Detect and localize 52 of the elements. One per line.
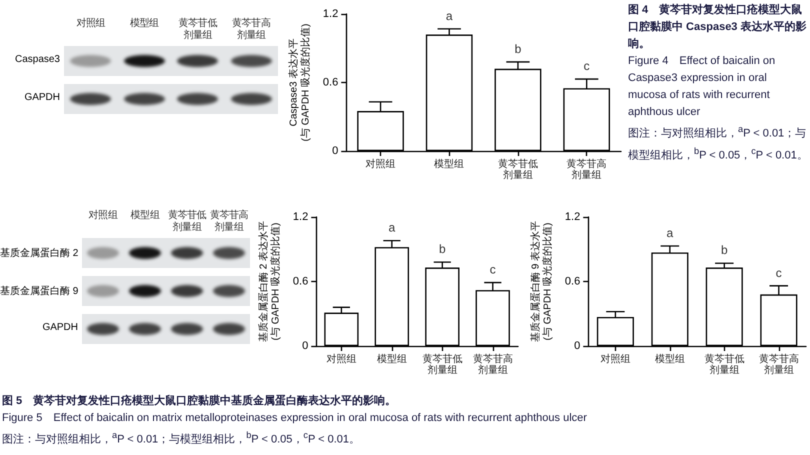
text: 黄芩苷高剂量组 — [208, 210, 250, 234]
y-axis-title: Caspase3 表达水平 (与 GAPDH 吸光度的比值) — [288, 24, 312, 142]
y-axis-title: 基质金属蛋白酶 2 表达水平 (与 GAPDH 吸光度的比值) — [258, 220, 282, 342]
y-tick-label: 1.2 — [292, 211, 308, 223]
caption: 图 5 黄芩苷对复发性口疮模型大鼠口腔黏膜中基质金属蛋白酶表达水平的影响。 — [2, 394, 398, 409]
caption: Figure 4 Effect of baicalin on Caspase3 expression in oral mucosa of rats with recurrent aphthous ulcer — [628, 54, 776, 120]
y-tick-label: 0.6 — [322, 76, 338, 88]
annotation: c — [490, 262, 496, 277]
x-tick-label: 黄芩苷低剂量组 — [422, 353, 462, 376]
annotation: b — [514, 42, 522, 56]
annotation: a — [446, 8, 453, 23]
text: 对照组 — [75, 18, 106, 30]
y-tick-label: 0.6 — [292, 276, 308, 288]
y-tick-label: 0 — [574, 340, 580, 352]
x-tick-label: 模型组 — [654, 353, 685, 365]
annotation: b — [720, 243, 728, 258]
text: 图注：与对照组相比，$^{a}$P < 0.01；与模型组相比，$^{b}$P < 0.05，$^{c}$P < 0.01。 — [2, 429, 362, 448]
text: GAPDH — [41, 322, 78, 333]
x-tick-label: 对照组 — [326, 353, 356, 365]
y-tick-label: 0.6 — [564, 276, 580, 288]
x-tick-label: 模型组 — [376, 353, 407, 365]
text: GAPDH — [23, 92, 60, 103]
x-tick-label: 模型组 — [434, 158, 464, 170]
y-tick-label: 0 — [332, 145, 338, 157]
caption: 图 4 黄芩苷对复发性口疮模型大鼠口腔黏膜中 Caspase3 表达水平的影响。 — [628, 2, 808, 52]
x-tick-label: 黄芩苷低剂量组 — [704, 353, 744, 376]
annotation: a — [666, 226, 674, 240]
text: 黄芩苷低剂量组 — [166, 210, 208, 234]
text: 黄芩苷高剂量组 — [231, 18, 272, 42]
x-tick-label: 黄芩苷高剂量组 — [472, 353, 513, 376]
annotation: a — [388, 220, 396, 235]
text: Caspase3 — [14, 54, 60, 65]
x-tick-label: 黄芩苷高剂量组 — [758, 353, 799, 376]
annotation: c — [776, 266, 782, 280]
text: 图注：与对照组相比，$^{a}$P < 0.01；与模型组相比，$^{b}$P < 0.05，$^{c}$P < 0.01。 — [628, 124, 808, 162]
text: 基质金属蛋白酶 9 — [0, 284, 78, 298]
text: 对照组 — [88, 210, 119, 222]
text: 模型组 — [130, 210, 161, 222]
caption: Figure 5 Effect of baicalin on matrix metalloproteinases expression in oral mucosa of rats with recurrent aphthous ulcer — [2, 411, 588, 426]
y-tick-label: 1.2 — [564, 211, 580, 223]
text: 黄芩苷低剂量组 — [178, 18, 218, 42]
annotation: c — [584, 59, 590, 74]
text: 模型组 — [128, 18, 160, 30]
x-tick-label: 黄芩苷高剂量组 — [566, 158, 607, 181]
annotation: b — [438, 242, 446, 256]
text: 基质金属蛋白酶 2 — [0, 246, 78, 260]
x-tick-label: 对照组 — [366, 158, 396, 170]
y-tick-label: 1.2 — [322, 8, 338, 20]
x-tick-label: 对照组 — [600, 353, 630, 365]
y-tick-label: 0 — [302, 340, 308, 352]
x-tick-label: 黄芩苷低剂量组 — [498, 158, 538, 181]
y-axis-title: 基质金属蛋白酶 9 表达水平 (与 GAPDH 吸光度的比值) — [530, 220, 554, 342]
